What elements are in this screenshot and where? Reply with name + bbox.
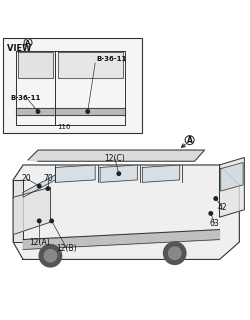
Text: 42: 42: [217, 203, 227, 212]
Polygon shape: [13, 180, 23, 242]
Polygon shape: [23, 230, 220, 250]
Polygon shape: [58, 52, 122, 78]
Circle shape: [44, 250, 57, 262]
Polygon shape: [18, 52, 53, 78]
Polygon shape: [220, 157, 244, 217]
Text: B-36-11: B-36-11: [96, 56, 127, 62]
Text: 116: 116: [57, 124, 71, 130]
Polygon shape: [13, 165, 239, 260]
Circle shape: [168, 247, 181, 260]
Text: B-36-11: B-36-11: [11, 95, 41, 101]
Circle shape: [36, 110, 40, 113]
Circle shape: [38, 219, 41, 223]
Text: 70: 70: [43, 174, 53, 183]
Circle shape: [164, 242, 186, 264]
Polygon shape: [16, 108, 125, 115]
Circle shape: [38, 184, 41, 188]
Polygon shape: [23, 175, 56, 197]
Circle shape: [39, 244, 62, 267]
Polygon shape: [100, 165, 138, 182]
Polygon shape: [221, 163, 243, 191]
Polygon shape: [13, 187, 51, 235]
Polygon shape: [56, 165, 95, 182]
Text: A: A: [187, 136, 192, 145]
Text: 12(A): 12(A): [29, 237, 50, 246]
Text: A: A: [25, 40, 31, 46]
Circle shape: [209, 212, 212, 215]
Circle shape: [86, 110, 90, 113]
Polygon shape: [142, 165, 180, 182]
Text: 12(C): 12(C): [105, 154, 126, 163]
FancyBboxPatch shape: [3, 38, 142, 133]
Circle shape: [50, 219, 53, 223]
Text: VIEW: VIEW: [7, 44, 34, 53]
Circle shape: [117, 172, 120, 175]
Polygon shape: [28, 150, 204, 161]
Text: 20: 20: [22, 174, 32, 183]
Circle shape: [214, 197, 218, 200]
Text: 12(B): 12(B): [56, 244, 77, 253]
Text: 63: 63: [210, 219, 220, 228]
Circle shape: [46, 187, 50, 190]
